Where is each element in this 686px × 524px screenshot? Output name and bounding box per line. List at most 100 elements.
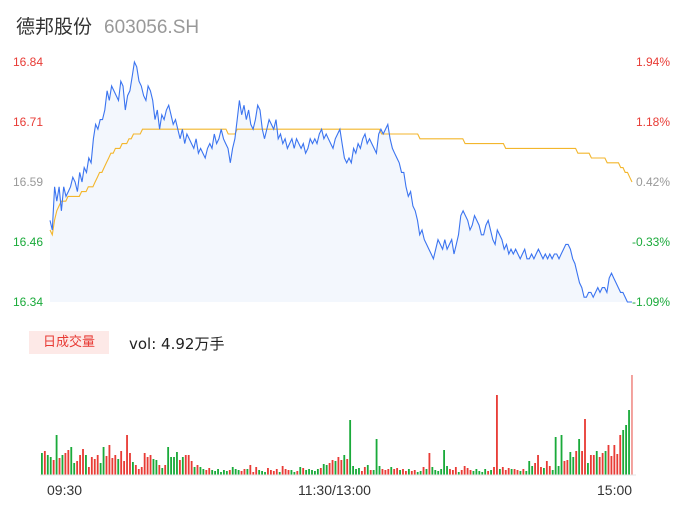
volume-bar — [399, 470, 401, 475]
volume-bar — [314, 471, 316, 475]
volume-bar — [619, 435, 622, 475]
volume-bar — [199, 467, 202, 475]
volume-bar — [290, 470, 293, 475]
volume-bar — [613, 445, 616, 475]
volume-bar — [108, 445, 111, 475]
volume-bar — [67, 450, 70, 475]
volume-bar — [190, 461, 193, 475]
volume-bar — [595, 451, 598, 475]
volume-bar — [355, 469, 357, 475]
volume-bar — [105, 456, 108, 475]
volume-bar — [472, 471, 475, 475]
volume-bar — [255, 467, 258, 475]
volume-bar — [622, 430, 625, 475]
price-line — [49, 60, 632, 303]
volume-bar — [463, 466, 466, 475]
volume-bar — [469, 470, 472, 475]
volume-bar — [211, 470, 214, 475]
price-tick-label: 16.84 — [13, 55, 44, 69]
volume-bar — [243, 469, 246, 475]
volume-bar — [449, 469, 451, 475]
stock-name: 德邦股份 — [16, 16, 93, 38]
volume-bar — [205, 470, 208, 475]
volume-bar — [478, 471, 481, 475]
volume-bar — [498, 469, 501, 475]
volume-bar — [73, 463, 76, 475]
volume-bar — [258, 470, 261, 475]
volume-bar — [99, 463, 102, 475]
volume-bar — [496, 395, 498, 475]
volume-bar — [76, 461, 79, 475]
volume-bar — [41, 453, 43, 475]
volume-bar — [437, 471, 440, 475]
volume-bar — [129, 453, 131, 475]
volume-bar — [96, 455, 99, 475]
volume-bar — [228, 470, 231, 475]
volume-bar — [52, 460, 55, 475]
volume-bar — [457, 472, 460, 475]
volume-bar — [625, 425, 628, 475]
volume-bar — [164, 465, 167, 475]
price-tick-label: 16.46 — [13, 235, 44, 249]
volume-bar — [225, 471, 228, 475]
volume-bar — [181, 457, 184, 475]
volume-bar — [560, 435, 563, 475]
volume-bar — [272, 471, 275, 475]
volume-bar — [302, 468, 305, 475]
volume-bar — [149, 455, 152, 475]
volume-bar — [311, 470, 313, 475]
stock-code: 603056.SH — [104, 17, 200, 38]
tab-daily-volume[interactable]: 日成交量 — [29, 331, 109, 354]
volume-bar — [184, 455, 187, 475]
volume-bar — [120, 451, 123, 475]
stock-header: 德邦股份 603056.SH — [16, 12, 199, 40]
volume-bar — [340, 460, 343, 475]
volume-bar — [319, 468, 322, 475]
volume-bar — [305, 470, 308, 475]
volume-bar — [584, 419, 586, 475]
volume-bar — [410, 471, 413, 475]
volume-bar — [604, 451, 607, 475]
volume-bar — [281, 466, 284, 475]
volume-bar — [126, 435, 128, 475]
volume-bar — [70, 447, 73, 475]
volume-bar — [484, 469, 487, 475]
volume-bar — [82, 449, 84, 475]
volume-bar — [55, 435, 58, 475]
pct-tick-label: -1.09% — [631, 295, 670, 309]
volume-bar — [407, 469, 410, 475]
volume-bar — [413, 470, 416, 475]
volume-bar — [217, 469, 219, 475]
volume-bar — [572, 457, 575, 475]
volume-bar — [79, 455, 81, 475]
volume-bar — [269, 470, 272, 475]
volume-bar — [363, 467, 366, 475]
volume-bar — [563, 461, 566, 475]
volume-bar — [481, 472, 484, 475]
volume-bar — [237, 470, 240, 475]
price-area — [50, 62, 632, 302]
volume-bar — [443, 450, 445, 475]
volume-bar — [454, 467, 457, 475]
time-tick-label: 09:30 — [47, 482, 83, 498]
volume-bar — [422, 467, 425, 475]
volume-bar — [264, 472, 266, 475]
volume-bar — [193, 467, 196, 475]
volume-bar — [161, 468, 164, 475]
volume-bar — [178, 460, 181, 475]
volume-bar — [176, 452, 178, 475]
volume-bar — [284, 469, 287, 475]
volume-bar — [525, 471, 528, 475]
volume-bar — [343, 455, 346, 475]
volume-bar — [581, 451, 583, 475]
volume-bar — [519, 471, 522, 475]
volume-bar — [325, 465, 328, 475]
volume-bar — [566, 460, 569, 475]
volume-bar — [49, 457, 52, 475]
volume-bar — [543, 468, 545, 475]
pct-tick-label: 1.94% — [635, 55, 670, 69]
time-tick-label: 11:30/13:00 — [298, 482, 371, 498]
volume-bar — [375, 439, 378, 475]
volume-bar — [598, 457, 601, 475]
